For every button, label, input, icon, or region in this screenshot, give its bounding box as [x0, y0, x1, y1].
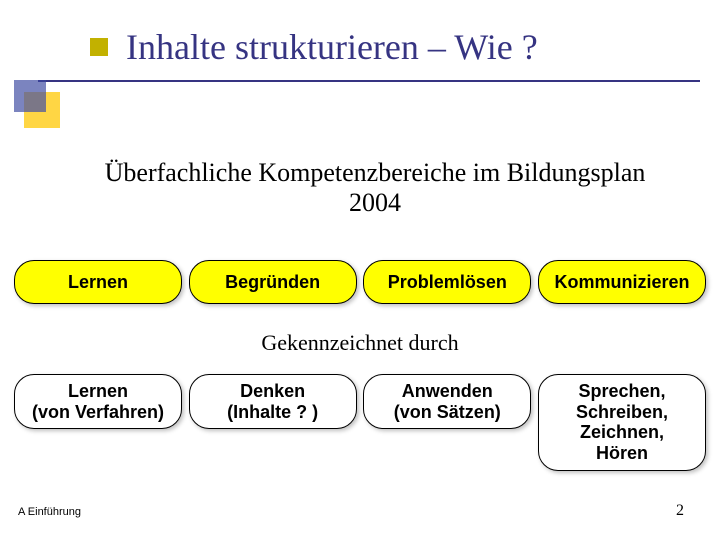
- competency-row: Lernen Begründen Problemlösen Kommunizie…: [14, 260, 706, 304]
- char-lernen: Lernen (von Verfahren): [14, 374, 182, 429]
- footer-section-label: A Einführung: [18, 506, 81, 518]
- char-denken: Denken (Inhalte ? ): [189, 374, 357, 429]
- characteristics-row: Lernen (von Verfahren) Denken (Inhalte ?…: [14, 374, 706, 471]
- slide-title: Inhalte strukturieren – Wie ?: [90, 26, 680, 68]
- competency-begruenden: Begründen: [189, 260, 357, 304]
- title-underline: [38, 80, 700, 82]
- characterized-by-label: Gekennzeichnet durch: [0, 330, 720, 356]
- slide: Inhalte strukturieren – Wie ? Überfachli…: [0, 0, 720, 540]
- competency-problemloesen: Problemlösen: [363, 260, 531, 304]
- slide-subtitle: Überfachliche Kompetenzbereiche im Bildu…: [90, 158, 660, 218]
- footer-page-number: 2: [676, 502, 684, 520]
- char-sprechen: Sprechen, Schreiben, Zeichnen, Hören: [538, 374, 706, 471]
- corner-accent-icon: [24, 92, 60, 128]
- char-anwenden: Anwenden (von Sätzen): [363, 374, 531, 429]
- competency-lernen: Lernen: [14, 260, 182, 304]
- competency-kommunizieren: Kommunizieren: [538, 260, 706, 304]
- title-container: Inhalte strukturieren – Wie ?: [90, 26, 680, 68]
